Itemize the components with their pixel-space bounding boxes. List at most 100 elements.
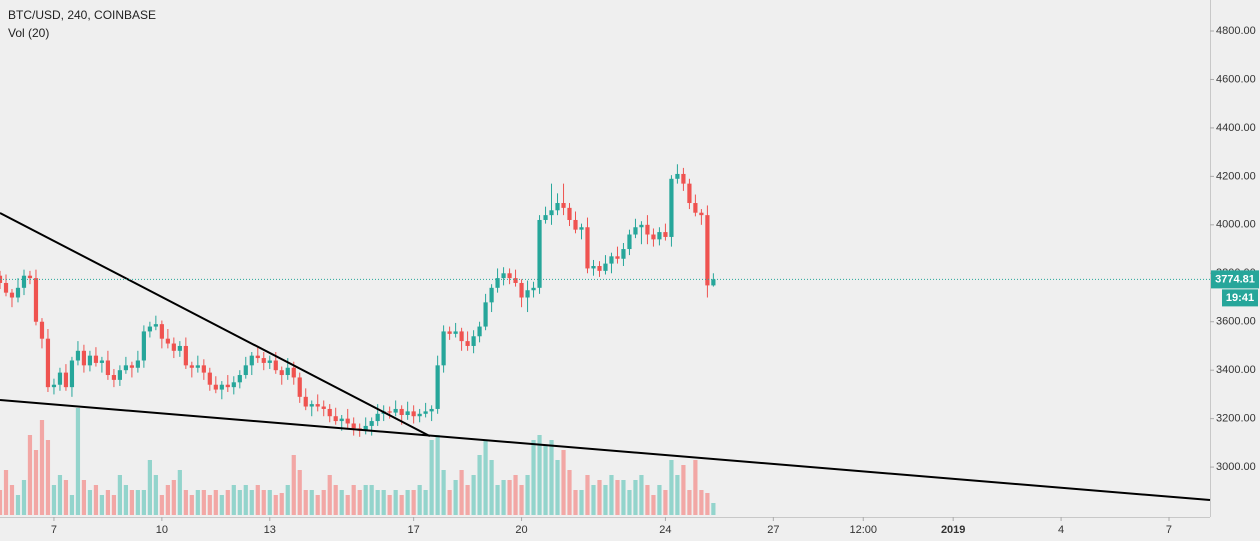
candle-body xyxy=(291,367,296,378)
y-tick-label: 3000.00 xyxy=(1216,461,1256,473)
candle-body xyxy=(429,408,434,412)
volume-bar xyxy=(327,475,332,515)
candle-body xyxy=(57,372,63,385)
volume-bar xyxy=(195,490,200,515)
volume-bar xyxy=(93,485,99,515)
candle-body xyxy=(537,219,542,288)
candle-body xyxy=(243,365,248,376)
volume-bar xyxy=(87,490,93,515)
volume-bar xyxy=(333,485,338,515)
candle-body xyxy=(405,411,410,416)
volume-bar xyxy=(633,480,638,515)
volume-bar xyxy=(63,480,69,515)
candle-body xyxy=(615,256,620,259)
y-tick-label: 4200.00 xyxy=(1216,170,1256,182)
candle-body xyxy=(375,413,380,422)
x-tick-label: 13 xyxy=(264,524,276,536)
trendline xyxy=(0,212,431,437)
volume-bar xyxy=(501,480,506,515)
candle-body xyxy=(621,249,626,259)
candle-body xyxy=(87,355,93,366)
candle-body xyxy=(147,326,152,332)
candle-body xyxy=(687,183,692,204)
volume-bar xyxy=(561,450,566,515)
volume-bar xyxy=(621,480,626,515)
candle-body xyxy=(45,338,51,388)
volume-bar xyxy=(15,495,21,515)
candle-body xyxy=(417,413,422,417)
volume-bar xyxy=(483,440,488,515)
volume-bar xyxy=(585,475,590,515)
volume-bar xyxy=(573,490,578,515)
candle-body xyxy=(705,215,710,286)
volume-bar xyxy=(663,490,668,515)
candle-body xyxy=(423,411,428,414)
volume-bar xyxy=(159,495,164,515)
trendline xyxy=(0,398,1211,502)
volume-bar xyxy=(219,495,224,515)
y-tick-label: 3400.00 xyxy=(1216,364,1256,376)
x-tick-label: 17 xyxy=(408,524,420,536)
candle-body xyxy=(195,365,200,368)
volume-bar xyxy=(99,495,105,515)
candle-body xyxy=(159,324,164,339)
x-tick-label: 7 xyxy=(51,524,57,536)
volume-bar xyxy=(117,475,122,515)
volume-bar xyxy=(381,490,386,515)
candle-body xyxy=(531,287,536,291)
volume-bar xyxy=(591,485,596,515)
volume-bar xyxy=(549,440,554,515)
x-tick-label: 7 xyxy=(1166,524,1172,536)
volume-bar xyxy=(105,490,111,515)
y-tick-label: 3200.00 xyxy=(1216,413,1256,425)
volume-bar xyxy=(81,480,87,515)
last-price-label: 3774.81 xyxy=(1215,273,1255,285)
candle-body xyxy=(117,370,122,380)
candle-body xyxy=(207,372,212,385)
y-tick-label: 4800.00 xyxy=(1216,25,1256,37)
candle-body xyxy=(153,324,158,327)
volume-bar xyxy=(315,495,320,515)
volume-bar xyxy=(357,490,362,515)
candle-body xyxy=(3,282,9,293)
volume-bar xyxy=(669,460,674,515)
volume-bar xyxy=(387,495,392,515)
candle-body xyxy=(297,377,302,397)
candle-body xyxy=(75,350,81,361)
candle-body xyxy=(627,234,632,250)
plot xyxy=(0,164,716,515)
candle-body xyxy=(573,219,578,230)
volume-bar xyxy=(147,460,152,515)
candle-body xyxy=(603,263,608,271)
volume-bar xyxy=(249,490,254,515)
volume-bar xyxy=(705,493,710,515)
volume-bar xyxy=(531,440,536,515)
candle-body xyxy=(99,360,105,363)
candle-body xyxy=(279,370,284,376)
candle-body xyxy=(471,336,476,346)
volume-bar xyxy=(285,485,290,515)
candle-body xyxy=(171,343,176,351)
volume-bar xyxy=(465,485,470,515)
candle-body xyxy=(339,418,344,422)
volume-bar xyxy=(273,495,278,515)
candle-body xyxy=(231,382,236,388)
x-tick-label: 12:00 xyxy=(849,524,877,536)
volume-bar xyxy=(45,440,51,515)
volume-bar xyxy=(639,475,644,515)
volume-bar xyxy=(495,485,500,515)
volume-bar xyxy=(201,490,206,515)
volume-bar xyxy=(33,450,39,515)
candle-body xyxy=(507,273,512,279)
volume-bar xyxy=(27,435,33,515)
candle-body xyxy=(93,355,99,363)
candle-body xyxy=(663,232,668,237)
volume-bar xyxy=(405,490,410,515)
volume-bar xyxy=(261,490,266,515)
candle-body xyxy=(609,256,614,264)
candle-body xyxy=(315,404,320,407)
volume-bar xyxy=(609,475,614,515)
candle-body xyxy=(645,224,650,235)
candle-body xyxy=(591,266,596,269)
volume-bar xyxy=(231,485,236,515)
